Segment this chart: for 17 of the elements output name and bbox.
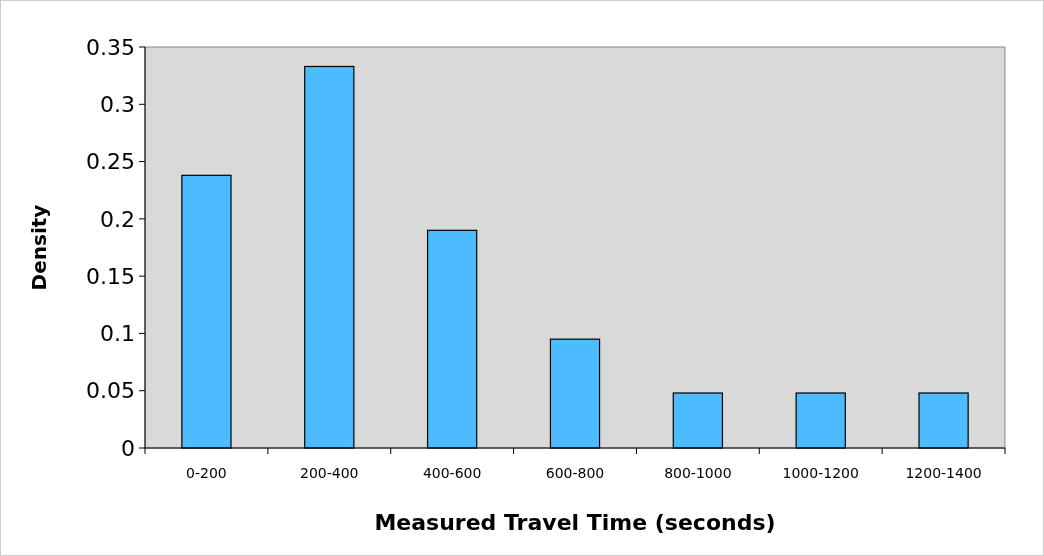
y-tick-label: 0.05: [86, 378, 135, 404]
y-axis-title: Density: [27, 204, 51, 291]
x-tick-label: 1200-1400: [905, 465, 982, 481]
x-tick-label: 600-800: [545, 465, 605, 481]
x-tick-label: 400-600: [422, 465, 482, 481]
y-tick-label: 0.25: [86, 149, 135, 175]
x-tick-label: 1000-1200: [782, 465, 859, 481]
y-tick-label: 0.15: [86, 263, 135, 289]
y-tick-label: 0.2: [100, 206, 135, 232]
y-tick-label: 0.1: [100, 321, 135, 347]
x-tick-label: 0-200: [186, 465, 227, 481]
y-tick-label: 0.3: [100, 91, 135, 117]
y-tick-label: 0.35: [86, 34, 135, 60]
x-axis-title: Measured Travel Time (seconds): [374, 510, 776, 535]
y-tick-label: 0: [121, 435, 135, 461]
x-tick-label: 200-400: [300, 465, 359, 481]
x-tick-label: 800-1000: [664, 465, 732, 481]
